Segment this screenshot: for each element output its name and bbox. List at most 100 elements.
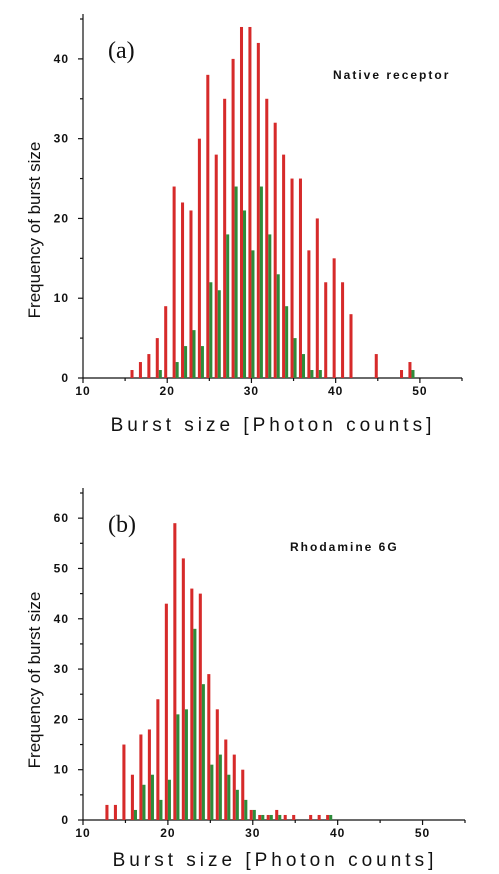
red-bar-b — [266, 814, 270, 820]
green-bar-b — [193, 628, 197, 820]
red-bar-b — [258, 814, 262, 820]
green-bar-b — [184, 709, 188, 820]
y-tick-label-b: 40 — [54, 612, 69, 626]
green-bar-a — [243, 210, 247, 378]
red-bar-a — [315, 218, 319, 378]
red-bar-a — [273, 122, 277, 379]
green-bar-b — [201, 684, 205, 820]
green-bar-b — [329, 814, 333, 820]
red-bar-a — [248, 26, 252, 378]
red-bar-a — [138, 362, 142, 378]
red-bar-a — [332, 258, 336, 378]
x-axis-label-b: Burst size [Photon counts] — [113, 850, 438, 871]
green-bar-a — [184, 346, 188, 378]
green-bar-b — [159, 799, 163, 820]
panel-a: Frequency of burst size (a) Native recep… — [25, 14, 463, 436]
red-bar-a — [181, 202, 185, 378]
red-bar-a — [164, 306, 168, 378]
red-bar-a — [172, 186, 176, 378]
red-bar-a — [282, 154, 286, 378]
red-bar-b — [173, 523, 177, 820]
red-bar-a — [130, 370, 134, 378]
red-bar-b — [105, 804, 109, 820]
y-axis-label-a: Frequency of burst size — [25, 142, 44, 319]
red-bar-a — [341, 282, 345, 378]
red-bar-a — [400, 370, 404, 378]
green-bar-a — [217, 290, 221, 378]
green-bar-a — [226, 234, 230, 378]
x-tick-label-a: 30 — [244, 384, 259, 398]
red-bar-b — [113, 804, 117, 820]
x-tick-label-a: 10 — [75, 384, 90, 398]
green-bar-a — [293, 338, 297, 378]
green-bar-a — [234, 186, 238, 378]
panel-label-a: (a) — [108, 38, 135, 64]
y-tick-label-a: 40 — [54, 52, 69, 66]
x-tick-label-a: 20 — [160, 384, 175, 398]
y-tick-label-b: 20 — [54, 712, 69, 726]
red-bar-a — [324, 282, 328, 378]
green-bar-a — [268, 234, 272, 378]
red-bar-b — [232, 754, 236, 820]
red-bar-a — [290, 178, 294, 378]
red-bar-a — [214, 154, 218, 378]
annotation-native-receptor: Native receptor — [333, 68, 450, 82]
green-bar-a — [285, 306, 289, 378]
red-bar-a — [349, 314, 353, 378]
red-bar-b — [241, 769, 245, 820]
x-tick-label-b: 20 — [160, 826, 175, 840]
x-axis-label-a: Burst size [Photon counts] — [111, 415, 436, 436]
red-bar-b — [130, 774, 134, 820]
green-bar-a — [192, 330, 196, 378]
green-bar-a — [200, 346, 204, 378]
red-bar-b — [156, 699, 160, 820]
panel-label-b: (b) — [108, 512, 136, 538]
red-bar-b — [326, 814, 330, 820]
red-bar-b — [139, 734, 143, 820]
y-tick-label-a: 10 — [54, 291, 69, 305]
panel-b: Frequency of burst size (b) Rhodamine 6G… — [25, 488, 466, 871]
red-bar-b — [207, 674, 211, 820]
red-bar-b — [249, 809, 253, 820]
x-tick-label-a: 50 — [412, 384, 427, 398]
green-bar-b — [261, 814, 265, 820]
green-bar-b — [133, 809, 137, 820]
green-bar-a — [318, 370, 322, 378]
red-bar-b — [198, 593, 202, 820]
y-tick-label-a: 30 — [54, 132, 69, 146]
green-bar-b — [227, 774, 231, 820]
red-bar-b — [215, 709, 219, 820]
green-bar-a — [259, 186, 263, 378]
y-tick-label-b: 0 — [61, 813, 69, 827]
green-bar-b — [218, 754, 222, 820]
y-tick-label-a: 20 — [54, 211, 69, 225]
red-bar-a — [374, 354, 378, 378]
green-bar-a — [310, 370, 314, 378]
red-bar-b — [181, 558, 185, 820]
red-bar-b — [275, 809, 279, 820]
green-bar-a — [175, 362, 179, 378]
red-bar-a — [298, 178, 302, 378]
green-bar-a — [276, 274, 280, 378]
red-bar-b — [164, 603, 168, 820]
red-bar-b — [190, 588, 194, 820]
green-bar-b — [142, 784, 146, 820]
red-bar-a — [265, 98, 269, 378]
green-bar-b — [252, 809, 256, 820]
y-tick-label-b: 50 — [54, 561, 69, 575]
green-bar-b — [269, 814, 273, 820]
y-tick-label-a: 0 — [61, 371, 69, 385]
x-tick-label-b: 30 — [245, 826, 260, 840]
red-bar-a — [155, 338, 159, 378]
green-bar-a — [251, 250, 255, 378]
red-bar-b — [122, 744, 126, 820]
x-tick-label-a: 40 — [328, 384, 343, 398]
red-bar-a — [231, 58, 235, 378]
y-tick-label-b: 60 — [54, 511, 69, 525]
annotation-rhodamine-6g: Rhodamine 6G — [290, 540, 399, 554]
green-bar-b — [167, 779, 171, 820]
red-bar-b — [309, 814, 313, 820]
green-bar-a — [209, 282, 213, 378]
red-bar-b — [224, 739, 228, 820]
red-bar-a — [197, 138, 201, 378]
